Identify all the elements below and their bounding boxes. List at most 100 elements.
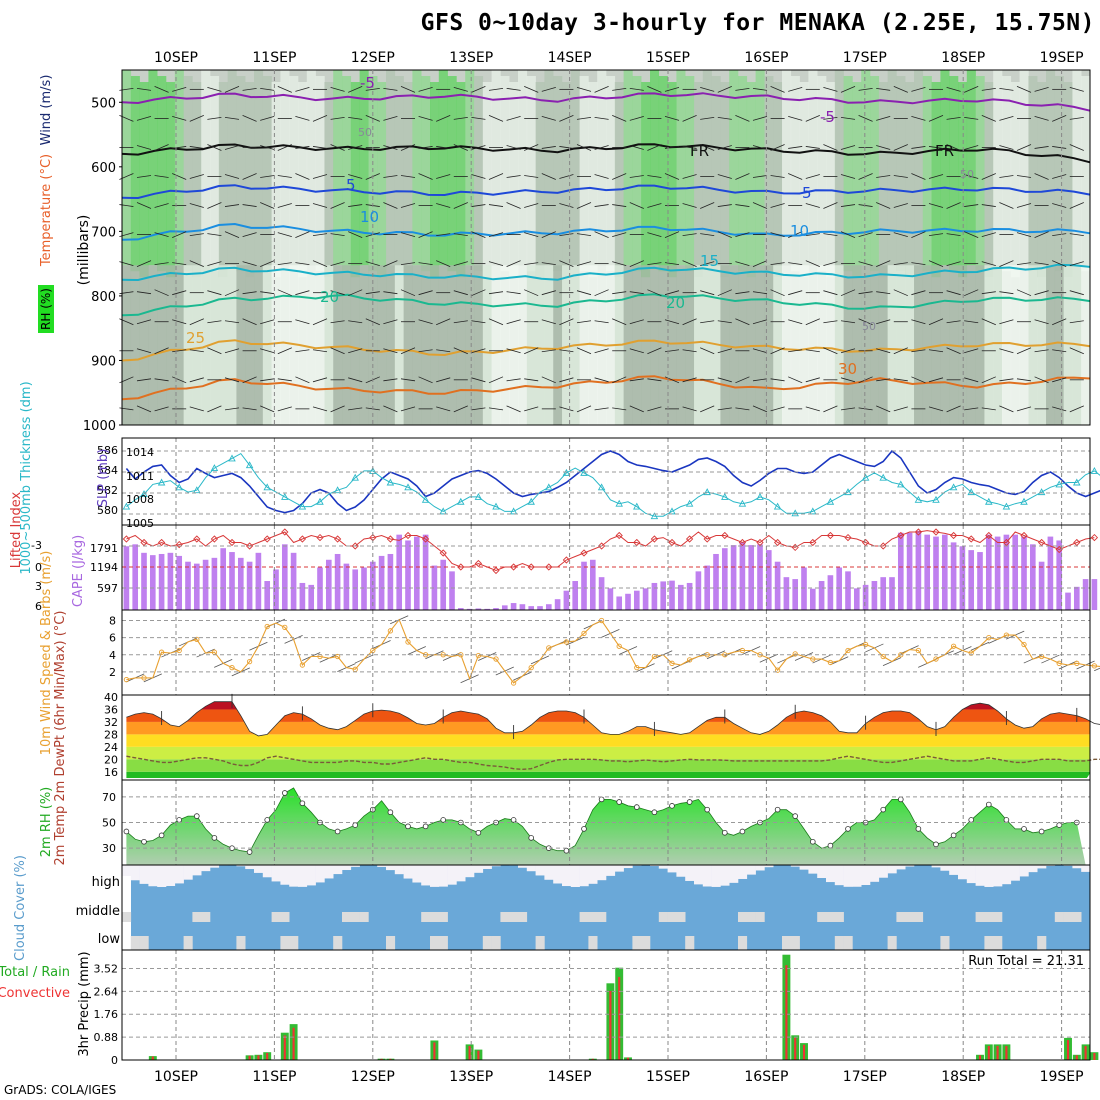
rh-cell — [729, 70, 739, 266]
convective-bar — [609, 990, 612, 1060]
cloud-high-clear — [975, 865, 985, 886]
wind-barb — [330, 86, 345, 92]
wind-barb — [242, 173, 257, 180]
cloud-low-clear — [491, 936, 501, 950]
wind-barb — [260, 405, 275, 413]
cloud-middle-clear — [993, 912, 1003, 922]
wind-barb — [189, 406, 204, 412]
cloud-high-clear — [940, 865, 950, 871]
wind-speed-point — [845, 647, 851, 654]
lifted-index-point — [897, 531, 905, 540]
cape-bar — [765, 550, 772, 610]
wind-barb — [400, 347, 416, 355]
wind-background — [122, 610, 1090, 695]
cloud-low-clear — [139, 936, 149, 950]
rh-cell — [1072, 70, 1082, 266]
wind-barb — [242, 318, 257, 326]
wind-speed-point — [387, 628, 394, 634]
wind-barb — [436, 318, 451, 326]
cloud-high-clear — [342, 865, 352, 871]
cloud-high-clear — [834, 865, 844, 886]
rh-point — [933, 841, 939, 848]
rh-cell — [403, 82, 413, 278]
wind-barb — [752, 378, 768, 382]
chart-title: GFS 0~10day 3-hourly for MENAKA (2.25E, … — [420, 10, 1095, 36]
rh-tick: 70 — [102, 791, 116, 804]
wind-barb — [876, 348, 891, 354]
wind-barb — [312, 377, 328, 383]
lifted-index-point — [509, 563, 518, 571]
rh-cell — [262, 76, 272, 272]
temp-tick: 40 — [104, 691, 118, 704]
wind-barb — [858, 291, 873, 295]
wind-barb — [735, 87, 750, 91]
cape-bar — [774, 561, 781, 610]
wind-barb — [964, 377, 979, 383]
cape-bar — [1073, 586, 1080, 610]
cloud-layer-label: high — [92, 875, 120, 890]
wind-barb — [700, 144, 715, 151]
cloud-high-clear — [896, 865, 906, 870]
thickness-point — [844, 488, 852, 496]
wind-barb — [858, 232, 873, 237]
wind-barb — [1034, 319, 1049, 325]
cloud-middle-clear — [817, 912, 827, 922]
wind-barb — [207, 405, 222, 413]
cloud-high-clear — [412, 865, 422, 883]
thickness-point — [861, 473, 870, 481]
wind-barb — [453, 290, 468, 296]
rh-point — [1003, 817, 1010, 823]
wind-barb — [858, 173, 873, 180]
rh-cell — [623, 265, 633, 425]
wind-barb — [594, 85, 609, 93]
cloud-high-clear — [130, 865, 140, 881]
cloud-low-clear — [843, 936, 853, 950]
cloud-low-clear — [289, 936, 299, 950]
rh-cell — [518, 265, 528, 425]
cloud-middle-clear — [826, 912, 836, 922]
cloud-high-clear — [676, 865, 686, 877]
cape-bar — [897, 532, 904, 610]
wind-barb — [700, 86, 715, 92]
wind-barb — [312, 174, 328, 179]
rh-cell — [755, 70, 765, 266]
cloud-high-clear — [544, 865, 554, 880]
cloud-middle-clear — [755, 912, 765, 922]
precip-axis-label: 3hr Precip (mm) — [77, 951, 92, 1056]
rh-cell — [1046, 265, 1056, 425]
rh-cell — [535, 265, 545, 425]
cape-bar — [519, 604, 526, 610]
thickness-point — [404, 483, 412, 491]
wind-barb — [629, 260, 644, 268]
slp-tick: 1005 — [126, 517, 154, 530]
wind-barb — [981, 115, 996, 122]
rh-cell — [482, 82, 492, 278]
rh-cell — [306, 70, 316, 266]
wind-barb — [189, 115, 204, 122]
wind-barb — [365, 261, 380, 267]
wind-barb — [664, 349, 680, 353]
wind-barb — [207, 202, 222, 209]
wind-barb — [383, 405, 398, 413]
rh-point — [985, 801, 992, 808]
wind-barb — [277, 262, 292, 266]
wind-barb — [981, 204, 996, 207]
cape-bar — [827, 575, 834, 610]
wind-barb — [928, 146, 944, 149]
wind-barb — [189, 203, 204, 208]
wind-barb — [576, 261, 592, 267]
cloud-high-clear — [746, 865, 756, 875]
wind-barb — [664, 262, 680, 266]
wind-barb — [224, 204, 240, 207]
cape-bar — [889, 577, 895, 610]
wind-barb — [172, 262, 187, 266]
cape-bar — [721, 548, 728, 610]
cloud-low-clear — [236, 936, 246, 950]
cloud-low-clear — [535, 936, 545, 950]
cape-bar — [1082, 579, 1089, 610]
lifted-index-point — [492, 566, 500, 575]
wind-barb — [242, 87, 257, 91]
rh-cell — [852, 82, 862, 278]
day-label-bottom: 11SEP — [252, 1069, 296, 1085]
wind-barb — [277, 203, 292, 208]
